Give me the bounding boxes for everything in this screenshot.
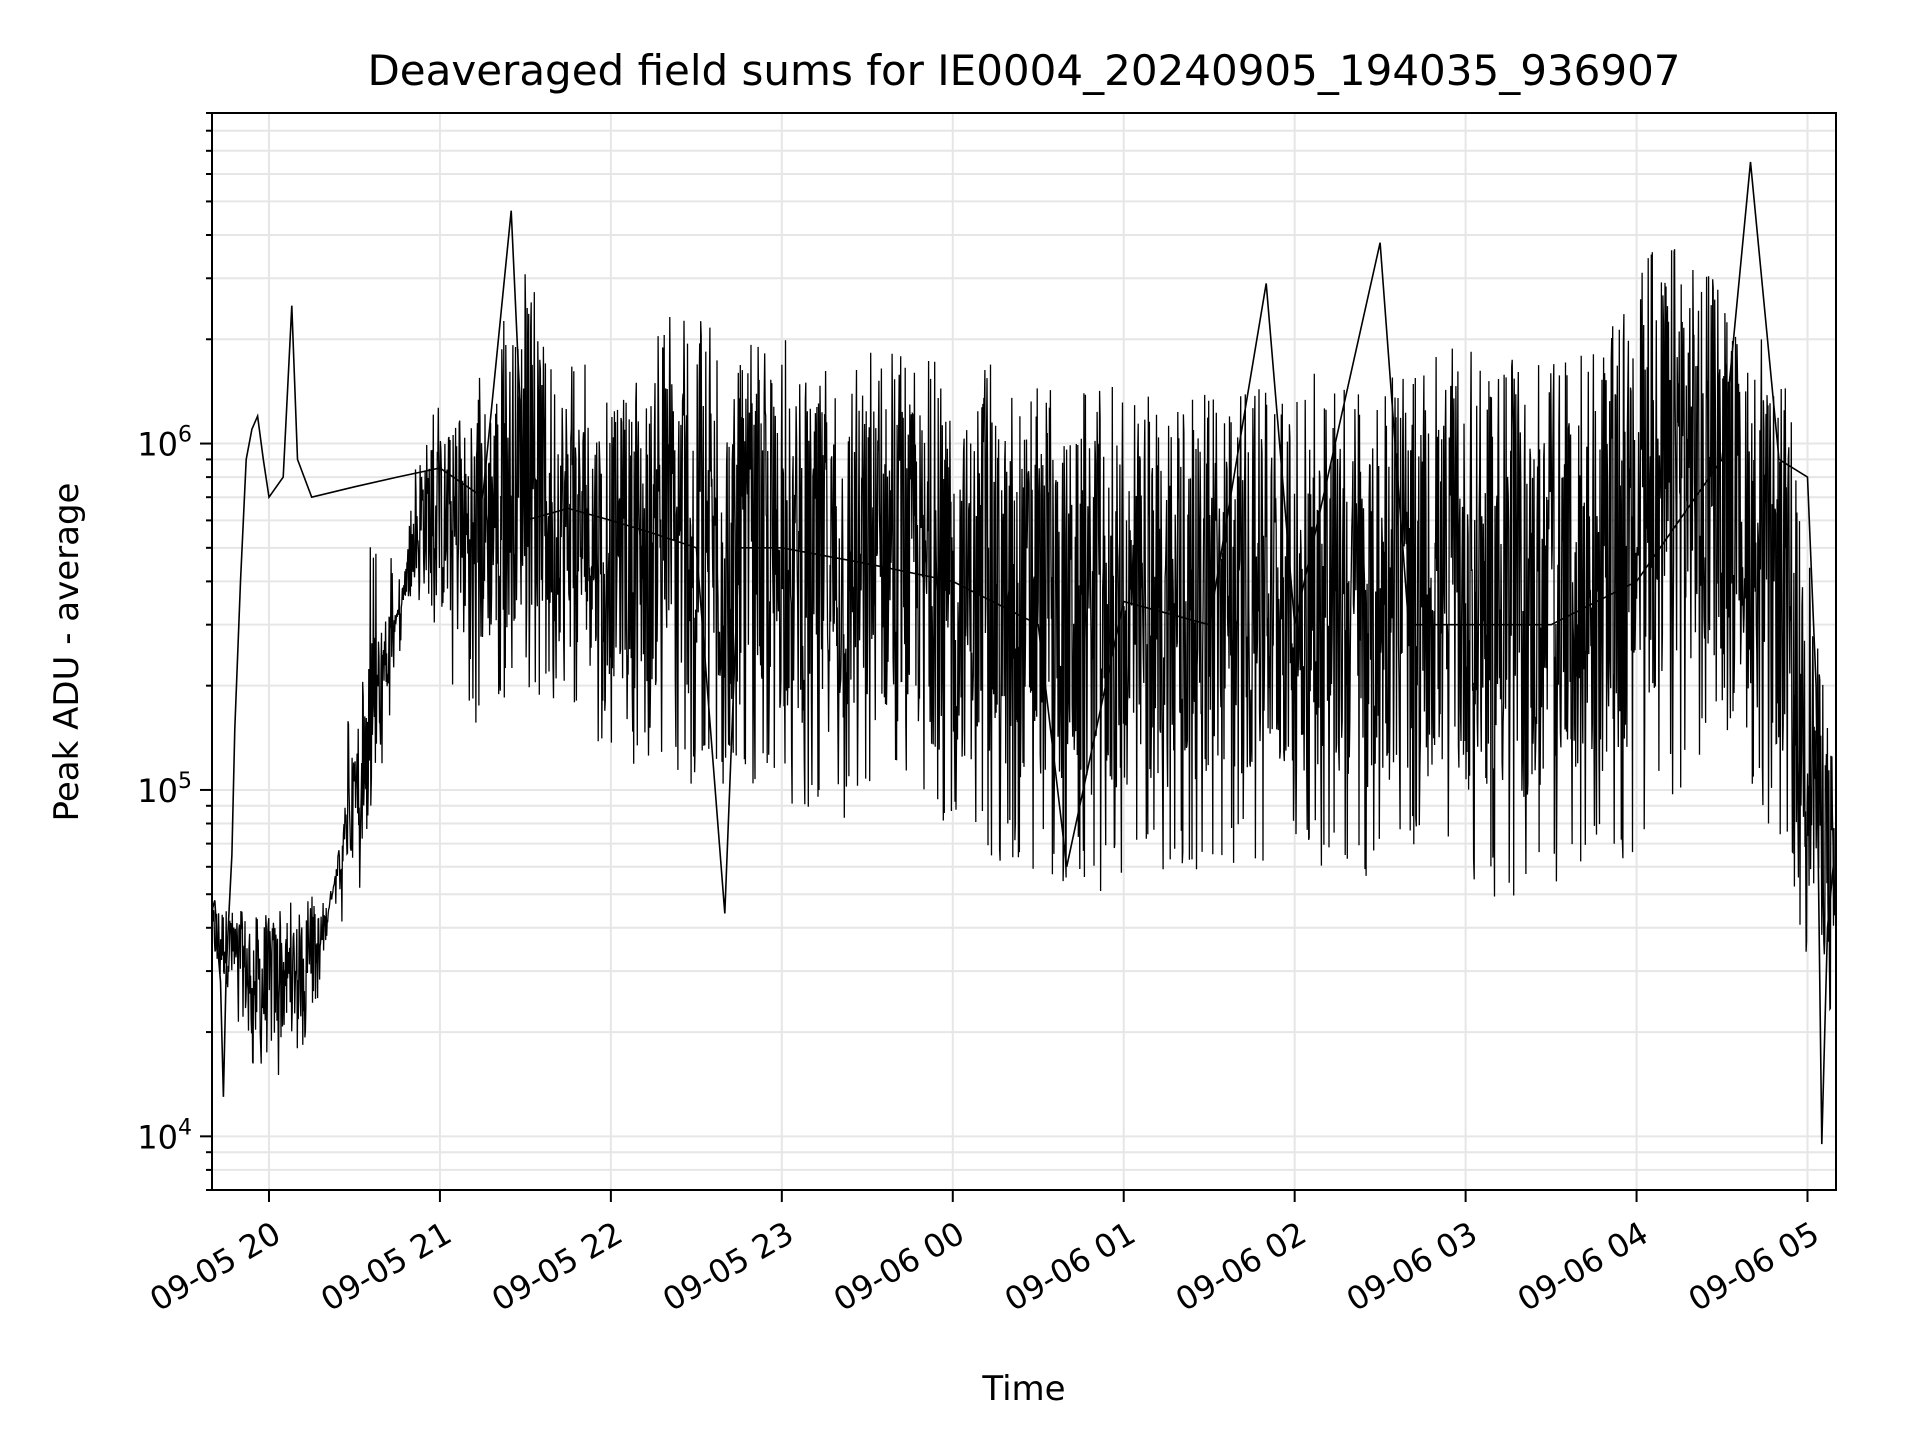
y-axis-label: Peak ADU - average bbox=[47, 483, 87, 822]
x-tick-label: 09-06 05 bbox=[1682, 1214, 1826, 1319]
data-layer bbox=[211, 161, 1837, 1145]
data-line-noise bbox=[211, 249, 1837, 1076]
x-axis-label: Time bbox=[981, 1369, 1065, 1409]
y-tick-label: 106 bbox=[137, 423, 192, 464]
y-tick-label: 105 bbox=[137, 769, 192, 810]
x-tick-label: 09-05 21 bbox=[314, 1214, 458, 1319]
x-tick-label: 09-05 20 bbox=[143, 1214, 287, 1319]
x-tick-label: 09-06 03 bbox=[1340, 1214, 1484, 1319]
x-tick-label: 09-05 23 bbox=[656, 1214, 800, 1319]
x-tick-label: 09-06 00 bbox=[827, 1214, 971, 1319]
chart-title: Deaveraged field sums for IE0004_2024090… bbox=[367, 46, 1680, 95]
data-line bbox=[211, 161, 1834, 1145]
x-tick-label: 09-06 01 bbox=[998, 1214, 1142, 1319]
x-tick-label: 09-06 04 bbox=[1511, 1214, 1655, 1319]
plot-frame bbox=[211, 112, 1837, 1191]
y-tick-label: 104 bbox=[137, 1115, 192, 1156]
y-axis-ticks: 104 105 106 bbox=[137, 112, 212, 1191]
x-tick-label: 09-06 02 bbox=[1169, 1214, 1313, 1319]
x-axis-ticks: 09-05 20 09-05 21 09-05 22 09-05 23 09-06 00… bbox=[143, 1190, 1826, 1319]
x-tick-label: 09-05 22 bbox=[485, 1214, 629, 1319]
